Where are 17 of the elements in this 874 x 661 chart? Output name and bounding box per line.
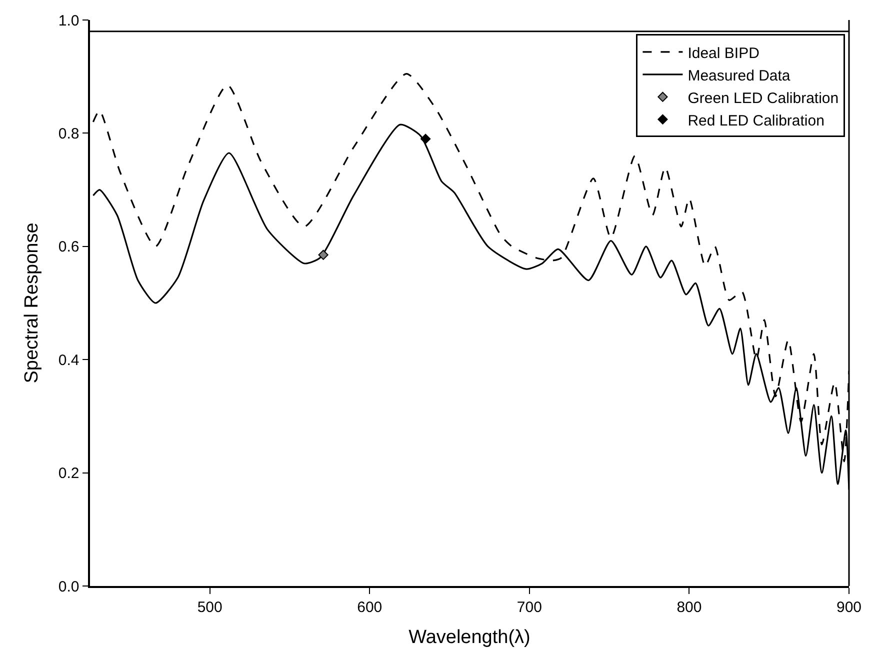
x-axis-title: Wavelength(λ) [408, 627, 530, 648]
legend-label: Ideal BIPD [688, 44, 760, 62]
y-tick-label: 1.0 [58, 12, 80, 30]
x-tick-label: 700 [516, 598, 542, 616]
x-tick-label: 600 [357, 598, 382, 616]
x-tick-label: 800 [676, 598, 702, 616]
legend-label: Measured Data [688, 67, 791, 84]
x-tick-label: 500 [197, 598, 222, 616]
y-axis-title: Spectral Response [22, 222, 43, 384]
y-tick-label: 0.6 [58, 238, 80, 256]
y-tick-label: 0.0 [58, 578, 80, 596]
legend-label: Green LED Calibration [688, 90, 839, 107]
y-tick-label: 0.8 [58, 125, 80, 142]
y-tick-label: 0.4 [58, 352, 80, 369]
x-tick-label: 900 [836, 598, 862, 616]
y-tick-label: 0.2 [58, 465, 80, 482]
legend-label: Red LED Calibration [688, 112, 824, 130]
